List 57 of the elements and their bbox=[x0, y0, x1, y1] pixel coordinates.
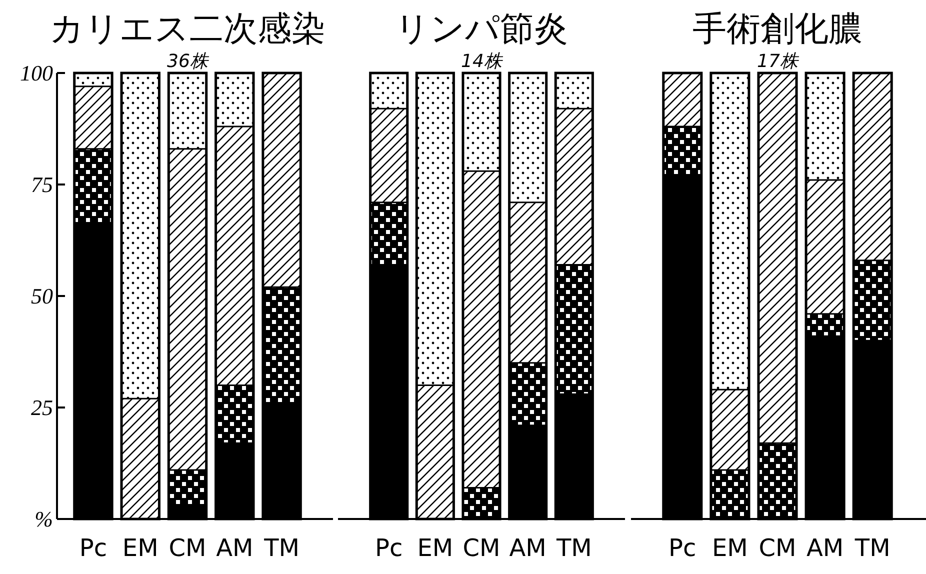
bar bbox=[556, 264, 593, 394]
chart-title: リンパ節炎 bbox=[395, 9, 568, 49]
chart-title: 手術創化膿 bbox=[692, 9, 862, 49]
y-tick-label: 100 bbox=[20, 60, 53, 86]
bar bbox=[168, 148, 206, 470]
bar bbox=[462, 171, 500, 488]
bar bbox=[710, 390, 749, 470]
x-tick-label: TM bbox=[854, 534, 890, 562]
bar bbox=[710, 73, 749, 390]
x-tick-label: TM bbox=[555, 534, 592, 562]
chart-subtitle: 36株 bbox=[167, 51, 210, 72]
bar bbox=[710, 470, 749, 519]
bar bbox=[509, 362, 546, 426]
y-tick-label: 50 bbox=[31, 284, 53, 309]
bar bbox=[370, 202, 408, 265]
bar bbox=[556, 108, 593, 265]
x-tick-label: CM bbox=[462, 534, 500, 562]
bar bbox=[122, 73, 160, 399]
y-tick-label: % bbox=[34, 506, 53, 532]
y-tick-label: 25 bbox=[31, 395, 53, 420]
bar bbox=[462, 73, 500, 172]
x-tick-label: CM bbox=[168, 534, 206, 562]
bar bbox=[262, 287, 301, 404]
x-tick-label: EM bbox=[417, 534, 454, 562]
bar bbox=[262, 73, 301, 288]
bar bbox=[758, 73, 797, 444]
bar bbox=[122, 398, 160, 519]
chart-subtitle: 14株 bbox=[461, 51, 504, 72]
bar bbox=[74, 86, 112, 149]
bar bbox=[663, 73, 702, 127]
y-tick-label: 75 bbox=[31, 172, 53, 198]
chart-subtitle: 17株 bbox=[757, 51, 800, 72]
bar bbox=[168, 470, 206, 506]
x-tick-label: EM bbox=[122, 534, 158, 562]
x-tick-label: AM bbox=[216, 534, 254, 562]
bar bbox=[509, 202, 546, 363]
bar bbox=[216, 385, 254, 444]
x-tick-label: AM bbox=[509, 534, 546, 562]
x-tick-label: Pc bbox=[79, 534, 108, 562]
bar bbox=[758, 443, 797, 519]
x-tick-label: CM bbox=[758, 534, 796, 562]
x-tick-label: Pc bbox=[668, 534, 696, 562]
x-tick-label: TM bbox=[263, 534, 300, 562]
chart-title: カリエス二次感染 bbox=[50, 9, 326, 49]
x-tick-label: Pc bbox=[375, 534, 403, 562]
bar bbox=[416, 73, 454, 386]
x-tick-label: EM bbox=[712, 534, 748, 562]
bar bbox=[806, 73, 844, 180]
bar bbox=[416, 385, 454, 519]
bar bbox=[74, 148, 112, 225]
bar bbox=[663, 126, 702, 176]
bar bbox=[216, 126, 254, 386]
x-tick-label: AM bbox=[806, 534, 844, 562]
bar bbox=[806, 180, 844, 314]
bar bbox=[854, 260, 892, 341]
bar bbox=[370, 108, 408, 202]
bar bbox=[854, 73, 892, 260]
